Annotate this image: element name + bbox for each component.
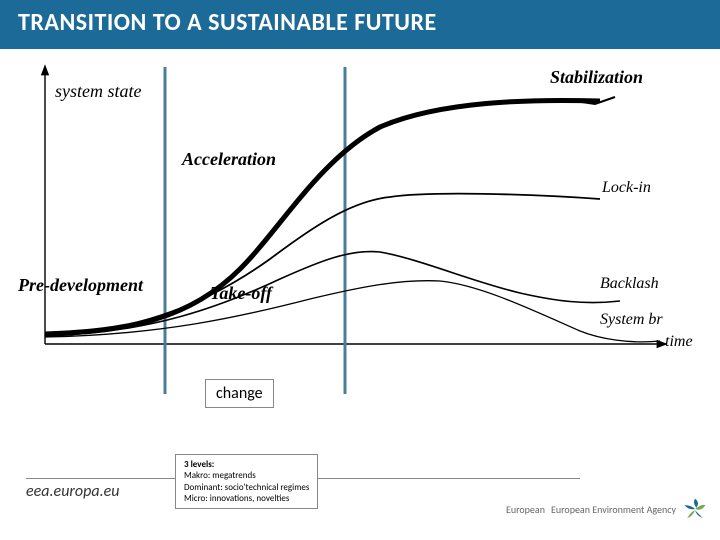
label-predevelopment: Pre-development [18, 275, 143, 296]
footer-url: eea.europa.eu [26, 482, 119, 501]
change-box: change [205, 379, 274, 408]
label-backlash: Backlash [600, 275, 659, 293]
eea-logo-caption: European Environment Agency [551, 503, 676, 516]
label-lockin: Lock-in [602, 179, 651, 197]
levels-header: 3 levels: [184, 459, 214, 470]
label-takeoff: Take-off [210, 283, 272, 304]
curve-lockin [45, 194, 600, 335]
x-axis-label: time [665, 333, 693, 351]
label-system-br: System br [600, 311, 663, 329]
eea-flower-icon [682, 496, 708, 522]
eea-logo: European European Environment Agency [506, 496, 708, 522]
levels-line: Makro: megatrends [184, 470, 256, 481]
label-acceleration: Acceleration [182, 149, 276, 170]
curve-main [45, 100, 600, 334]
eea-logo-prefix: European [506, 503, 545, 516]
label-stabilization: Stabilization [550, 67, 643, 88]
y-axis-label: system state [55, 81, 141, 102]
transition-diagram: system state Pre-development Take-off Ac… [0, 49, 720, 399]
page-title: TRANSITION TO A SUSTAINABLE FUTURE [0, 0, 720, 49]
levels-box: 3 levels: Makro: megatrends Dominant: so… [175, 454, 318, 509]
footer: 3 levels: Makro: megatrends Dominant: so… [0, 454, 720, 524]
levels-line: Micro: innovations, novelties [184, 493, 289, 504]
levels-line: Dominant: socio'technical regimes [184, 482, 309, 493]
